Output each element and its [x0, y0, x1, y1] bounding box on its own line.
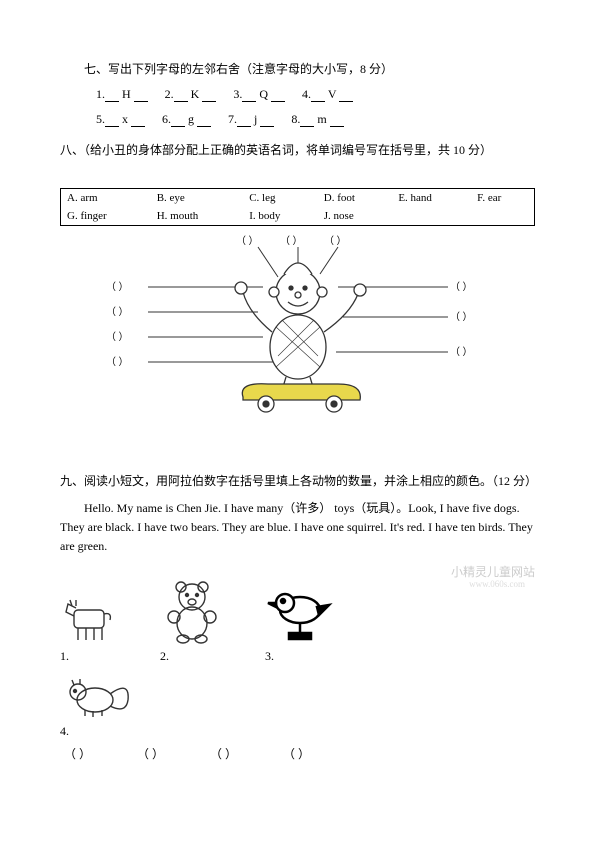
- q4-num: 4.: [302, 87, 311, 101]
- svg-text:（ ）: （ ）: [450, 281, 473, 293]
- opt-d: D. foot: [318, 189, 393, 208]
- blank[interactable]: [105, 89, 119, 102]
- letters-row1: 1. H 2. K 3. Q 4. V: [60, 87, 535, 102]
- blank[interactable]: [330, 114, 344, 127]
- animal-3: 3.: [265, 585, 335, 664]
- section9-title: 九、阅读小短文，用阿拉伯数字在括号里填上各动物的数量，并涂上相应的颜色。（12 …: [60, 472, 535, 489]
- blank[interactable]: [311, 89, 325, 102]
- section9: 九、阅读小短文，用阿拉伯数字在括号里填上各动物的数量，并涂上相应的颜色。（12 …: [60, 472, 535, 762]
- animals-row2: 4.: [60, 670, 535, 739]
- animal-4-label: 4.: [60, 724, 69, 739]
- q6-num: 6.: [162, 112, 171, 126]
- animal-4: 4.: [60, 670, 135, 739]
- q3-letter: Q: [259, 87, 268, 101]
- bracket-4[interactable]: （ ）: [283, 745, 310, 762]
- q7-num: 7.: [228, 112, 237, 126]
- q5-letter: x: [122, 112, 128, 126]
- watermark-text: 小精灵儿童网站: [451, 563, 535, 580]
- bracket-1[interactable]: （ ）: [64, 745, 91, 762]
- animal-2-label: 2.: [160, 649, 169, 664]
- opt-i: I. body: [243, 207, 318, 226]
- watermark-url: www.060s.com: [469, 579, 525, 589]
- animal-1-label: 1.: [60, 649, 69, 664]
- q8-letter: m: [317, 112, 326, 126]
- svg-text:（ ）: （ ）: [280, 235, 303, 247]
- blank[interactable]: [131, 114, 145, 127]
- animals-row: 小精灵儿童网站 www.060s.com: [60, 577, 535, 664]
- q8-num: 8.: [291, 112, 300, 126]
- opt-c: C. leg: [243, 189, 318, 208]
- q1-num: 1.: [96, 87, 105, 101]
- dog-icon: [60, 590, 120, 645]
- blank[interactable]: [105, 114, 119, 127]
- q7-letter: j: [254, 112, 257, 126]
- svg-text:（ ）: （ ）: [106, 356, 129, 368]
- svg-text:（ ）: （ ）: [324, 235, 347, 247]
- opt-b: B. eye: [151, 189, 244, 208]
- svg-text:（ ）: （ ）: [450, 311, 473, 323]
- letters-row2: 5. x 6. g 7. j 8. m: [60, 112, 535, 127]
- blank[interactable]: [134, 89, 148, 102]
- opt-a: A. arm: [61, 189, 151, 208]
- animal-3-label: 3.: [265, 649, 274, 664]
- bear-icon: [160, 577, 225, 645]
- bracket-3[interactable]: （ ）: [210, 745, 237, 762]
- worksheet-page: 七、写出下列字母的左邻右舍（注意字母的大小写，8 分） 1. H 2. K 3.…: [0, 0, 595, 802]
- options-table: A. arm B. eye C. leg D. foot E. hand F. …: [60, 188, 535, 226]
- blank[interactable]: [242, 89, 256, 102]
- bracket-2[interactable]: （ ）: [137, 745, 164, 762]
- q5-num: 5.: [96, 112, 105, 126]
- opt-f: F. ear: [471, 189, 534, 208]
- answer-brackets: （ ） （ ） （ ） （ ）: [60, 745, 535, 762]
- bird-icon: [265, 585, 335, 645]
- svg-text:（ ）: （ ）: [106, 331, 129, 343]
- q4-letter: V: [328, 87, 336, 101]
- blank[interactable]: [339, 89, 353, 102]
- svg-text:（ ）: （ ）: [106, 281, 129, 293]
- opt-j: J. nose: [318, 207, 393, 226]
- q2-num: 2.: [165, 87, 174, 101]
- q1-letter: H: [122, 87, 131, 101]
- opt-e: E. hand: [392, 189, 471, 208]
- clown-diagram: （ ） （ ） （ ） （ ） （ ） （ ） （ ） （ ） （ ） （ ）: [60, 232, 535, 442]
- svg-text:（ ）: （ ）: [450, 346, 473, 358]
- blank[interactable]: [174, 89, 188, 102]
- passage: Hello. My name is Chen Jie. I have many（…: [60, 499, 535, 557]
- blank[interactable]: [171, 114, 185, 127]
- q2-letter: K: [191, 87, 200, 101]
- squirrel-icon: [60, 670, 135, 720]
- section7-title: 七、写出下列字母的左邻右舍（注意字母的大小写，8 分）: [60, 60, 535, 77]
- opt-h: H. mouth: [151, 207, 244, 226]
- q3-num: 3.: [233, 87, 242, 101]
- blank[interactable]: [237, 114, 251, 127]
- section8-title: 八、（给小丑的身体部分配上正确的英语名词，将单词编号写在括号里，共 10 分）: [60, 141, 535, 158]
- animal-1: 1.: [60, 590, 120, 664]
- animal-2: 2.: [160, 577, 225, 664]
- opt-g: G. finger: [61, 207, 151, 226]
- blank[interactable]: [300, 114, 314, 127]
- blank[interactable]: [202, 89, 216, 102]
- q6-letter: g: [188, 112, 194, 126]
- blank[interactable]: [271, 89, 285, 102]
- blank[interactable]: [260, 114, 274, 127]
- svg-text:（ ）: （ ）: [106, 306, 129, 318]
- blank[interactable]: [197, 114, 211, 127]
- svg-text:（ ）: （ ）: [236, 235, 259, 247]
- clown-svg: （ ） （ ） （ ） （ ） （ ） （ ） （ ） （ ） （ ） （ ）: [88, 232, 508, 432]
